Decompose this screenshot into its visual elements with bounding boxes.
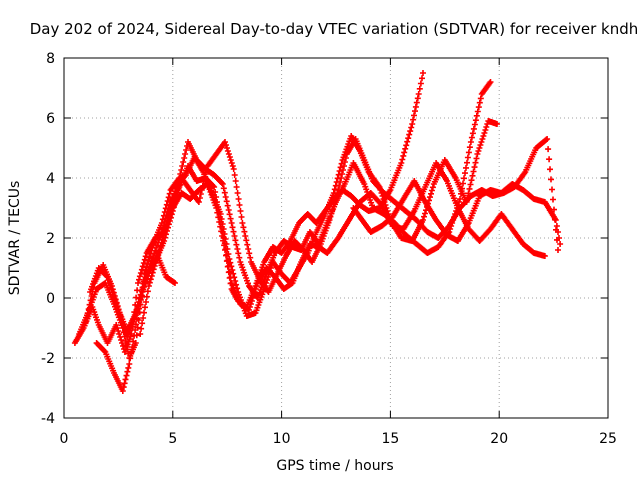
x-tick-label: 10 — [273, 431, 291, 447]
y-tick-labels: -4 -2 0 2 4 6 8 — [41, 51, 55, 427]
y-tick-label: -2 — [41, 351, 55, 367]
x-tick-label: 0 — [60, 431, 69, 447]
chart-title: Day 202 of 2024, Sidereal Day-to-day VTE… — [30, 20, 639, 38]
x-tick-label: 5 — [168, 431, 177, 447]
y-tick-label: 4 — [46, 171, 55, 187]
y-tick-label: 0 — [46, 291, 55, 307]
plus-markers — [350, 178, 564, 247]
plot-frame — [63, 57, 609, 419]
x-axis-label: GPS time / hours — [276, 458, 393, 474]
x-tick-label: 20 — [490, 431, 508, 447]
y-axis-label: SDTVAR / TECUs — [7, 181, 23, 296]
x-tick-label: 15 — [381, 431, 399, 447]
y-tick-label: -4 — [41, 411, 55, 427]
y-tick-label: 6 — [46, 111, 55, 127]
data-series — [350, 178, 564, 247]
y-tick-label: 8 — [46, 51, 55, 67]
plus-markers — [87, 160, 548, 334]
data-series — [137, 253, 178, 337]
y-tick-label: 2 — [46, 231, 55, 247]
x-tick-labels: 0 5 10 15 20 25 — [60, 431, 617, 447]
data-series — [87, 160, 548, 334]
x-tick-label: 25 — [599, 431, 617, 447]
plus-markers — [137, 253, 178, 337]
data-points — [71, 70, 564, 394]
